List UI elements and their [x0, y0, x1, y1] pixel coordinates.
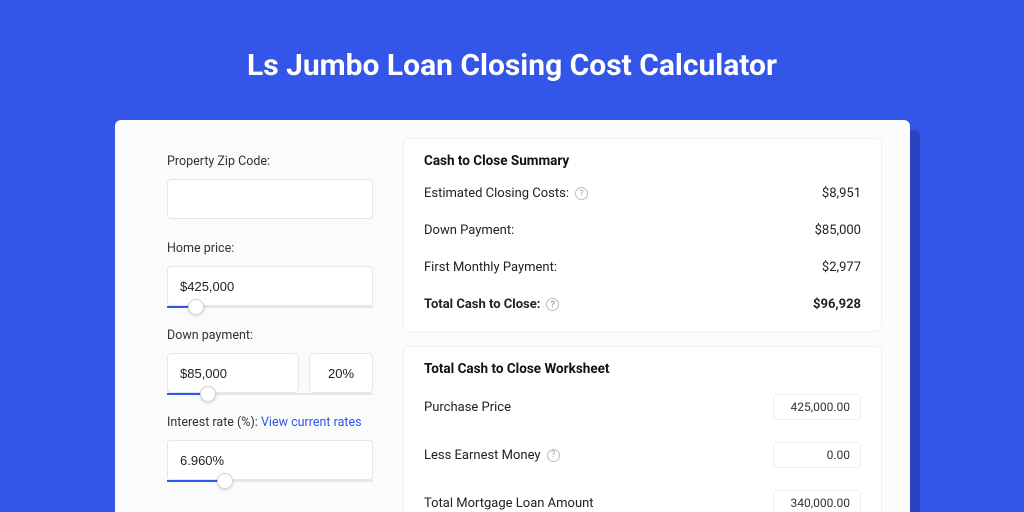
help-icon[interactable]: ? [546, 298, 559, 311]
summary-heading: Cash to Close Summary [424, 143, 861, 175]
rate-input[interactable] [167, 440, 373, 480]
zip-label: Property Zip Code: [167, 154, 373, 169]
summary-row: Estimated Closing Costs:? $8,951 [424, 175, 861, 212]
down-pct-input[interactable] [309, 353, 373, 393]
view-rates-link[interactable]: View current rates [261, 415, 362, 430]
summary-row-label: Estimated Closing Costs: [424, 186, 569, 201]
help-icon[interactable]: ? [547, 449, 560, 462]
worksheet-row-label: Purchase Price [424, 400, 511, 415]
price-slider-thumb[interactable] [188, 299, 204, 315]
worksheet-heading: Total Cash to Close Worksheet [424, 351, 861, 383]
rate-label: Interest rate (%): [167, 415, 258, 430]
summary-row-label: First Monthly Payment: [424, 260, 557, 275]
worksheet-row-label: Total Mortgage Loan Amount [424, 496, 594, 511]
summary-row: First Monthly Payment: $2,977 [424, 249, 861, 286]
worksheet-row: Less Earnest Money? 0.00 [424, 431, 861, 479]
field-rate: Interest rate (%): View current rates [167, 415, 373, 480]
down-label: Down payment: [167, 328, 373, 343]
worksheet-row-value: 340,000.00 [773, 490, 861, 512]
help-icon[interactable]: ? [575, 187, 588, 200]
summary-row: Down Payment: $85,000 [424, 212, 861, 249]
field-zip: Property Zip Code: [167, 154, 373, 219]
field-price: Home price: [167, 241, 373, 306]
field-down: Down payment: [167, 328, 373, 393]
summary-total-label: Total Cash to Close: [424, 297, 540, 312]
calculator-card: Property Zip Code: Home price: Down paym… [115, 120, 910, 512]
worksheet-row: Total Mortgage Loan Amount 340,000.00 [424, 479, 861, 512]
page-title: Ls Jumbo Loan Closing Cost Calculator [0, 0, 1024, 111]
zip-input[interactable] [167, 179, 373, 219]
summary-row-label: Down Payment: [424, 223, 514, 238]
summary-row-value: $8,951 [822, 186, 861, 201]
inputs-column: Property Zip Code: Home price: Down paym… [115, 120, 395, 512]
worksheet-row-value: 425,000.00 [773, 394, 861, 420]
summary-row-value: $2,977 [822, 260, 861, 275]
worksheet-row-label: Less Earnest Money [424, 448, 541, 463]
summary-total-row: Total Cash to Close:? $96,928 [424, 286, 861, 323]
page-background: Ls Jumbo Loan Closing Cost Calculator Pr… [0, 0, 1024, 512]
worksheet-row-value: 0.00 [773, 442, 861, 468]
summary-total-value: $96,928 [813, 297, 861, 312]
results-column: Cash to Close Summary Estimated Closing … [395, 120, 910, 512]
price-label: Home price: [167, 241, 373, 256]
rate-label-row: Interest rate (%): View current rates [167, 415, 373, 430]
down-slider-thumb[interactable] [200, 386, 216, 402]
worksheet-panel: Total Cash to Close Worksheet Purchase P… [403, 346, 882, 512]
worksheet-row: Purchase Price 425,000.00 [424, 383, 861, 431]
summary-panel: Cash to Close Summary Estimated Closing … [403, 138, 882, 332]
rate-slider-thumb[interactable] [217, 473, 233, 489]
summary-row-value: $85,000 [815, 223, 861, 238]
down-input[interactable] [167, 353, 299, 393]
